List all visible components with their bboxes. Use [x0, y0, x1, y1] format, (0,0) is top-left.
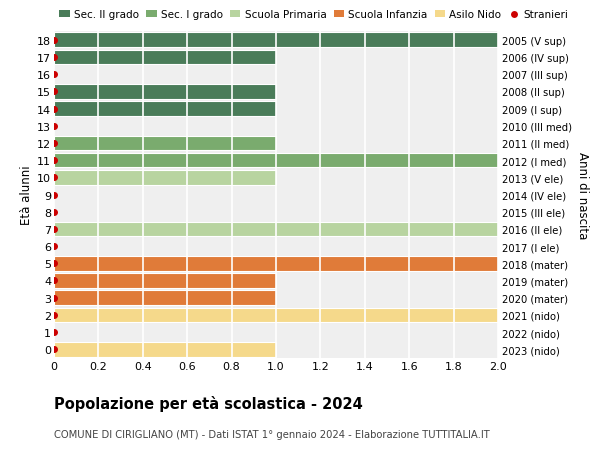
Bar [54, 85, 276, 100]
Y-axis label: Età alunni: Età alunni [20, 165, 33, 225]
Y-axis label: Anni di nascita: Anni di nascita [576, 151, 589, 239]
Bar [54, 34, 498, 48]
Bar [54, 153, 498, 168]
Bar [54, 342, 276, 357]
Legend: Sec. II grado, Sec. I grado, Scuola Primaria, Scuola Infanzia, Asilo Nido, Stran: Sec. II grado, Sec. I grado, Scuola Prim… [59, 11, 568, 20]
Bar [54, 136, 276, 151]
Bar [54, 102, 276, 117]
Bar [54, 222, 498, 237]
Bar [54, 274, 276, 288]
Text: Popolazione per età scolastica - 2024: Popolazione per età scolastica - 2024 [54, 395, 363, 411]
Bar [54, 308, 498, 322]
Bar [54, 50, 276, 65]
Bar [54, 257, 498, 271]
Bar [54, 171, 276, 185]
Text: COMUNE DI CIRIGLIANO (MT) - Dati ISTAT 1° gennaio 2024 - Elaborazione TUTTITALIA: COMUNE DI CIRIGLIANO (MT) - Dati ISTAT 1… [54, 429, 490, 439]
Bar [54, 291, 276, 305]
